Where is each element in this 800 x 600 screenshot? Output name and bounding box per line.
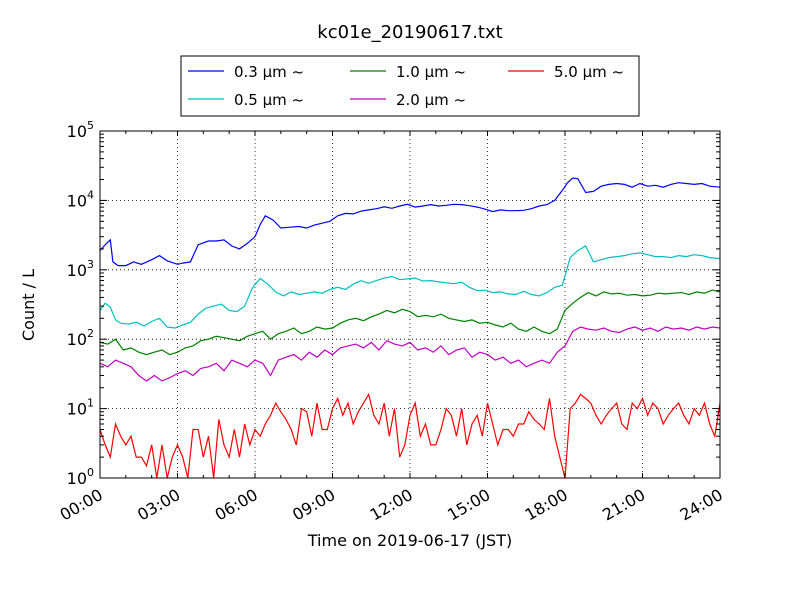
- x-tick-label: 03:00: [134, 485, 183, 525]
- y-tick-label: 105: [67, 119, 94, 141]
- y-tick-labels: 100 101 102 103 104 105: [67, 119, 94, 488]
- series-line-2: [100, 289, 720, 356]
- x-axis-label: Time on 2019-06-17 (JST): [307, 531, 512, 550]
- x-tick-label: 24:00: [677, 485, 726, 525]
- series-line-0: [100, 177, 720, 267]
- x-tick-label: 09:00: [289, 485, 338, 525]
- series-line-1: [100, 245, 720, 329]
- legend-label-3: 2.0 μm ~: [396, 91, 466, 109]
- y-tick-label: 101: [67, 397, 94, 419]
- x-tick-label: 12:00: [367, 485, 416, 525]
- x-tick-label: 06:00: [212, 485, 261, 525]
- x-tick-label: 18:00: [522, 485, 571, 525]
- y-tick-label: 100: [67, 466, 94, 488]
- legend-box: [180, 55, 640, 117]
- chart-title: kc01e_20190617.txt: [317, 22, 502, 43]
- x-tick-label: 15:00: [444, 485, 493, 525]
- series-line-4: [100, 392, 720, 478]
- series-line-3: [100, 326, 720, 382]
- y-tick-label: 102: [67, 327, 94, 349]
- grid-lines: [100, 131, 720, 478]
- plot-area: [100, 131, 720, 478]
- y-axis-label: Count / L: [19, 269, 38, 341]
- legend-label-2: 1.0 μm ~: [396, 63, 466, 81]
- x-tick-label: 00:00: [57, 485, 106, 525]
- legend-label-0: 0.3 μm ~: [234, 63, 304, 81]
- axis-ticks: [99, 130, 721, 479]
- legend-label-1: 0.5 μm ~: [234, 91, 304, 109]
- x-tick-label: 21:00: [599, 485, 648, 525]
- y-tick-label: 104: [67, 188, 94, 210]
- series-layer: [100, 177, 720, 478]
- x-tick-labels: 00:00 03:00 06:00 09:00 12:00 15:00 18:00 21:00…: [57, 485, 726, 525]
- y-tick-label: 103: [67, 258, 94, 280]
- legend-label-4: 5.0 μm ~: [554, 63, 624, 81]
- legend: 0.3 μm ~ 0.5 μm ~ 1.0 μm ~ 2.0 μm ~ 5.0 μm ~: [188, 63, 624, 109]
